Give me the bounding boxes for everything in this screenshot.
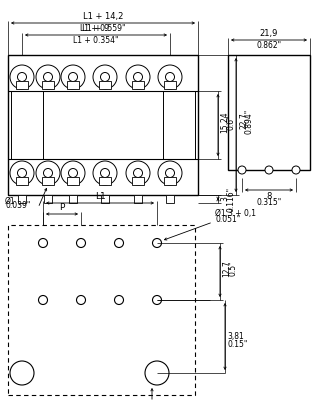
- Circle shape: [292, 166, 300, 174]
- Bar: [8, 55, 198, 195]
- Text: P: P: [59, 203, 65, 212]
- Text: 3: 3: [220, 196, 229, 202]
- Circle shape: [17, 72, 27, 82]
- Circle shape: [36, 161, 60, 185]
- Bar: [16, 81, 28, 89]
- Text: L1: L1: [94, 192, 105, 201]
- Bar: [42, 177, 54, 185]
- Bar: [164, 81, 176, 89]
- Circle shape: [38, 238, 48, 248]
- Bar: [132, 81, 144, 89]
- Circle shape: [166, 72, 174, 82]
- Text: 0.894": 0.894": [245, 108, 254, 134]
- Text: 8: 8: [266, 192, 272, 201]
- Circle shape: [61, 161, 85, 185]
- Text: 22,7: 22,7: [239, 113, 248, 129]
- Bar: [67, 81, 79, 89]
- Circle shape: [93, 161, 117, 185]
- Bar: [134, 195, 142, 203]
- Text: 0.039": 0.039": [5, 201, 31, 210]
- Text: 0.862": 0.862": [256, 41, 281, 50]
- Circle shape: [10, 65, 34, 89]
- Circle shape: [93, 65, 117, 89]
- Circle shape: [145, 361, 169, 385]
- Circle shape: [133, 72, 142, 82]
- Text: 0.116": 0.116": [226, 186, 235, 212]
- Circle shape: [126, 161, 150, 185]
- Bar: [8, 225, 195, 395]
- Circle shape: [44, 72, 52, 82]
- Text: 0.051": 0.051": [215, 215, 240, 224]
- Circle shape: [114, 238, 124, 248]
- Text: L1 + 9: L1 + 9: [82, 24, 110, 33]
- Text: 12,7: 12,7: [222, 260, 231, 277]
- Circle shape: [126, 65, 150, 89]
- Circle shape: [44, 168, 52, 178]
- Bar: [67, 177, 79, 185]
- Bar: [132, 177, 144, 185]
- Bar: [42, 81, 54, 89]
- Bar: [18, 195, 26, 203]
- Circle shape: [76, 296, 86, 304]
- Circle shape: [158, 161, 182, 185]
- Bar: [228, 55, 310, 170]
- Text: L1 + 14,2: L1 + 14,2: [83, 12, 123, 21]
- Circle shape: [38, 296, 48, 304]
- Circle shape: [158, 65, 182, 89]
- Circle shape: [114, 296, 124, 304]
- Text: L1 + 0.559": L1 + 0.559": [80, 24, 126, 33]
- Text: 0.315": 0.315": [256, 198, 282, 207]
- Bar: [99, 177, 111, 185]
- Circle shape: [133, 168, 142, 178]
- Circle shape: [238, 166, 246, 174]
- Bar: [16, 177, 28, 185]
- Circle shape: [61, 65, 85, 89]
- Circle shape: [153, 296, 161, 304]
- Circle shape: [69, 168, 77, 178]
- Circle shape: [265, 166, 273, 174]
- Circle shape: [166, 168, 174, 178]
- Circle shape: [69, 72, 77, 82]
- Bar: [69, 195, 77, 203]
- Circle shape: [100, 168, 110, 178]
- Text: Ø1,3 + 0,1: Ø1,3 + 0,1: [215, 209, 256, 218]
- Text: 0.6": 0.6": [226, 114, 235, 130]
- Text: L1 + 0.354": L1 + 0.354": [73, 36, 119, 45]
- Circle shape: [10, 161, 34, 185]
- Circle shape: [17, 168, 27, 178]
- Bar: [44, 195, 52, 203]
- Bar: [164, 177, 176, 185]
- Text: 3,81: 3,81: [227, 332, 244, 341]
- Circle shape: [153, 238, 161, 248]
- Circle shape: [36, 65, 60, 89]
- Circle shape: [10, 361, 34, 385]
- Text: 0.15": 0.15": [227, 340, 247, 349]
- Circle shape: [100, 72, 110, 82]
- Text: Ø1: Ø1: [5, 197, 16, 206]
- Text: 21,9: 21,9: [260, 29, 278, 38]
- Bar: [11, 91, 43, 159]
- Bar: [101, 195, 109, 203]
- Bar: [99, 81, 111, 89]
- Text: 15.24: 15.24: [220, 111, 229, 133]
- Circle shape: [76, 238, 86, 248]
- Text: 0.5": 0.5": [228, 261, 237, 276]
- Bar: [163, 91, 195, 159]
- Bar: [166, 195, 174, 203]
